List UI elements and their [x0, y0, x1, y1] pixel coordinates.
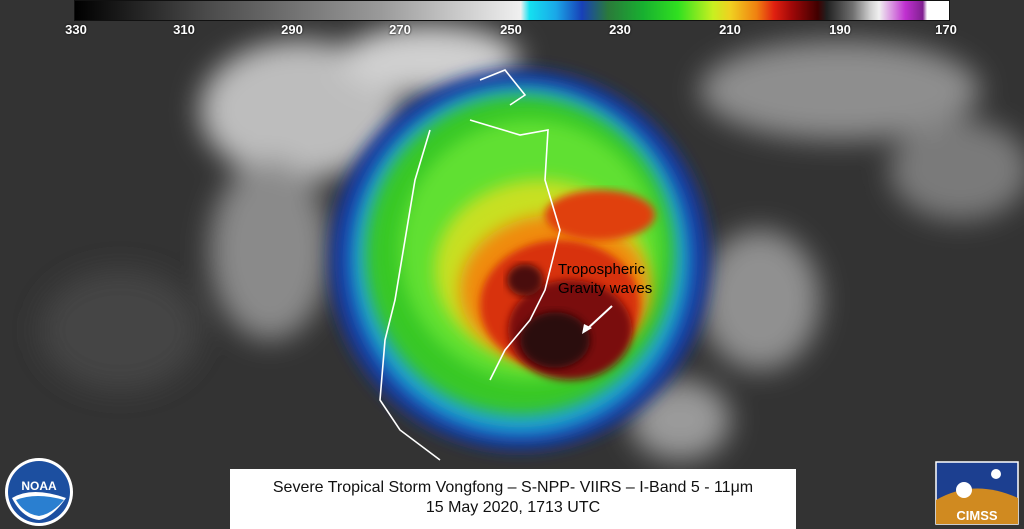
- tick-label: 230: [609, 22, 631, 37]
- cimss-logo-text: CIMSS: [956, 508, 998, 523]
- tick-label: 310: [173, 22, 195, 37]
- tick-label: 210: [719, 22, 741, 37]
- coastline: [379, 69, 561, 461]
- tick-label: 270: [389, 22, 411, 37]
- cloud-cover: [40, 25, 1024, 460]
- caption-title: Severe Tropical Storm Vongfong – S-NPP- …: [272, 479, 754, 496]
- tick-label: 190: [829, 22, 851, 37]
- temperature-colorbar: [74, 0, 950, 21]
- storm-bands: [330, 70, 710, 450]
- noaa-logo: NOAA: [5, 458, 73, 526]
- caption-box: Severe Tropical Storm Vongfong – S-NPP- …: [230, 469, 796, 529]
- tick-label: 170: [935, 22, 957, 37]
- annotation-line1: Tropospheric: [558, 261, 645, 278]
- noaa-logo-text: NOAA: [21, 479, 57, 493]
- colorbar-tick-labels: 330 310 290 270 250 230 210 190 170: [0, 22, 1024, 42]
- annotation-line2: Gravity waves: [558, 280, 653, 297]
- tick-label: 290: [281, 22, 303, 37]
- annotation-label: Tropospheric Gravity waves: [558, 260, 652, 298]
- tick-label: 250: [500, 22, 522, 37]
- caption-timestamp: 15 May 2020, 1713 UTC: [425, 499, 601, 516]
- annotation-arrow: [585, 305, 613, 331]
- tick-label: 330: [65, 22, 87, 37]
- cimss-logo: CIMSS: [935, 461, 1019, 525]
